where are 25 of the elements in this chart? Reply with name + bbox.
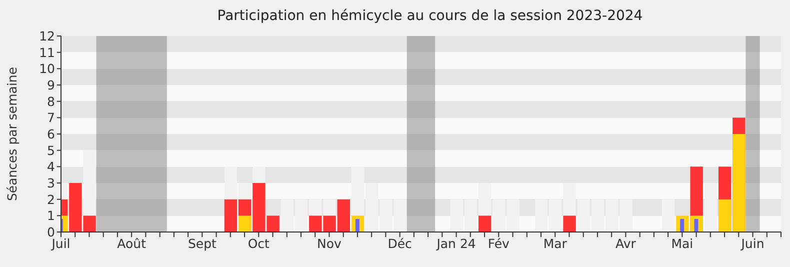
y-axis-title: Séances par semaine — [4, 66, 20, 202]
y-tick-label: 8 — [47, 94, 56, 109]
y-tick-label: 2 — [47, 192, 55, 207]
y-tick-label: 6 — [47, 126, 56, 142]
y-tick-label: 12 — [39, 28, 55, 44]
x-tick-label: Jan 24 — [436, 236, 476, 251]
y-tick-label: 4 — [47, 159, 56, 174]
y-tick-label: 7 — [47, 110, 55, 126]
x-tick-label: Déc — [388, 236, 412, 251]
x-tick-label: Mai — [671, 236, 694, 251]
y-tick-label: 3 — [47, 175, 55, 190]
y-tick-label: 10 — [39, 61, 56, 76]
x-tick-label: Fév — [488, 236, 510, 251]
y-tick-label: 9 — [47, 77, 56, 92]
x-tick-label: Oct — [248, 236, 270, 251]
y-tick-label: 1 — [47, 208, 55, 224]
x-tick-label: Août — [117, 236, 146, 251]
x-tick-label: Juin — [740, 236, 764, 251]
x-tick-label: Sept — [188, 236, 216, 251]
y-tick-label: 5 — [47, 142, 55, 158]
x-tick-label: Avr — [616, 236, 637, 251]
y-tick-label: 11 — [39, 44, 55, 60]
x-tick-label: Nov — [317, 236, 342, 251]
chart-title: Participation en hémicycle au cours de la session 2023-2024 — [216, 8, 644, 24]
x-tick-label: Mar — [543, 236, 568, 251]
